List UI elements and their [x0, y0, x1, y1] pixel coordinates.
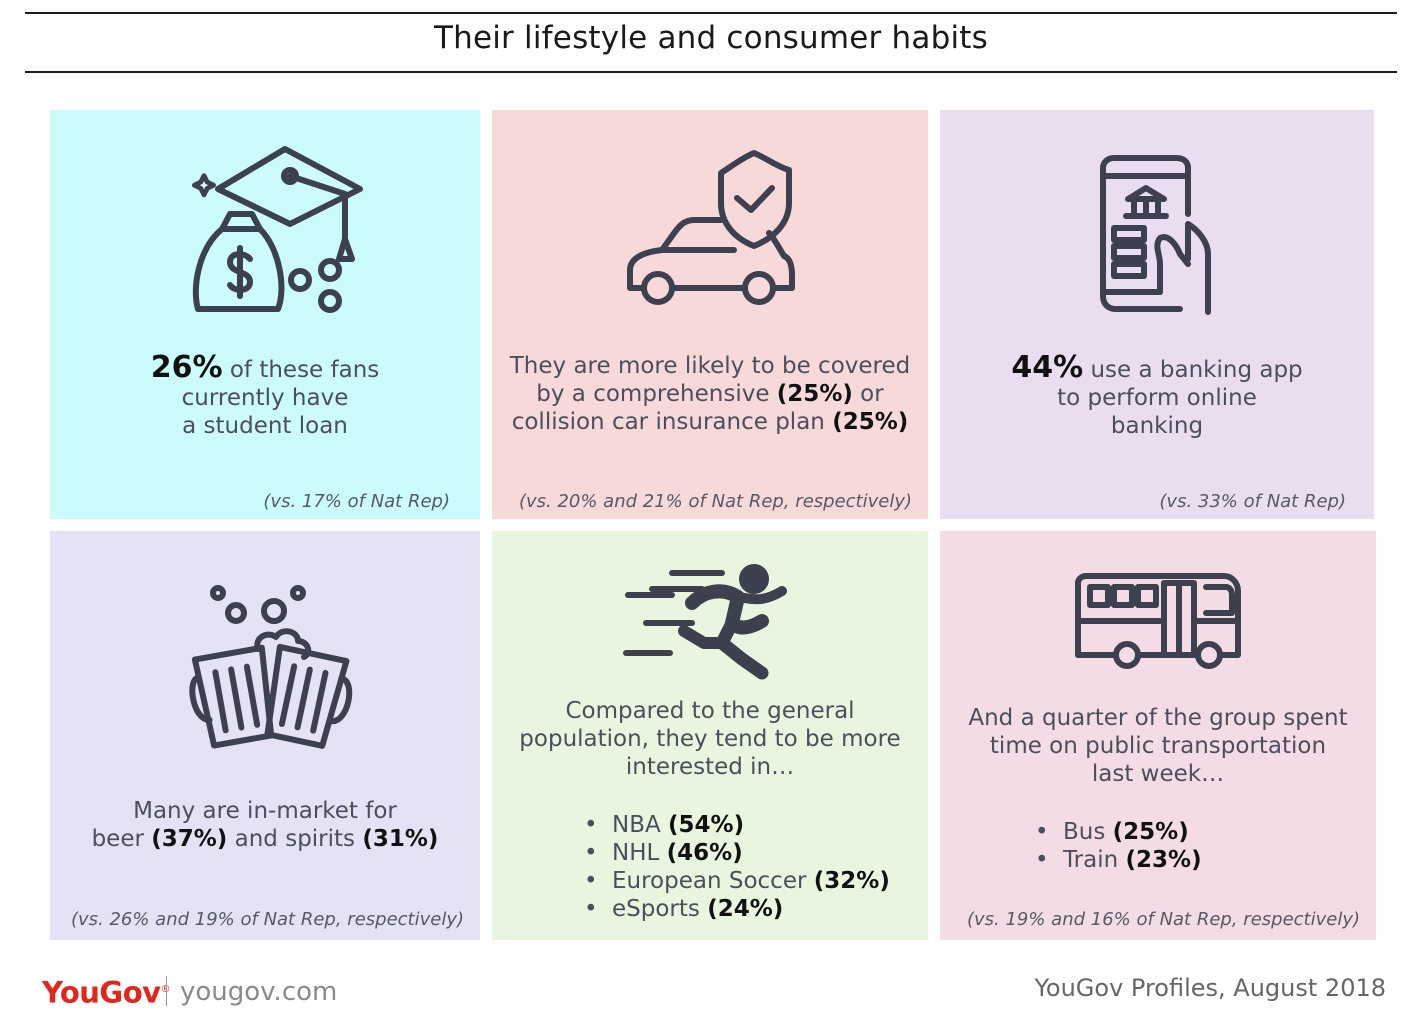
beer-mugs-icon: [188, 583, 358, 753]
graduation-money-bag-icon: [190, 144, 365, 316]
student-loan-text: 26% of these fans currently have a stude…: [150, 350, 380, 440]
car-insurance-text: They are more likely to be covered by a …: [509, 353, 911, 435]
footer-divider: [166, 976, 167, 1006]
mobile-banking-icon: [1098, 154, 1218, 316]
transport-note: (vs. 19% and 16% of Nat Rep, respectivel…: [966, 909, 1360, 930]
student-loan-note: (vs. 17% of Nat Rep): [263, 491, 450, 512]
list-item: Bus (25%): [1035, 818, 1202, 846]
card-sports: Compared to the general population, they…: [492, 531, 928, 940]
car-shield-icon: [624, 148, 799, 308]
banking-note: (vs. 33% of Nat Rep): [1159, 491, 1346, 512]
student-loan-stat: 26%: [150, 350, 223, 385]
beer-note: (vs. 26% and 19% of Nat Rep, respectivel…: [70, 909, 464, 930]
yougov-logo[interactable]: YouGov®: [42, 975, 171, 1010]
card-transport: And a quarter of the group spent time on…: [940, 531, 1376, 940]
transport-list: Bus (25%) Train (23%): [1035, 818, 1202, 874]
list-item: NHL (46%): [584, 839, 890, 867]
footer-url[interactable]: yougov.com: [180, 977, 338, 1007]
banking-stat: 44%: [1011, 350, 1084, 385]
beer-text: Many are in-market for beer (37%) and sp…: [91, 798, 439, 852]
top-rule: [25, 12, 1397, 14]
sports-list: NBA (54%) NHL (46%) European Soccer (32%…: [584, 811, 890, 923]
list-item: Train (23%): [1035, 846, 1202, 874]
transport-text: And a quarter of the group spent time on…: [968, 705, 1348, 787]
running-man-icon: [622, 561, 792, 681]
bus-icon: [1074, 573, 1242, 669]
car-insurance-note: (vs. 20% and 21% of Nat Rep, respectivel…: [518, 491, 912, 512]
card-banking: 44% use a banking app to perform online …: [940, 110, 1374, 519]
sports-text: Compared to the general population, they…: [519, 698, 901, 780]
card-car-insurance: They are more likely to be covered by a …: [492, 110, 928, 519]
card-student-loan: 26% of these fans currently have a stude…: [50, 110, 480, 519]
footer-source: YouGov Profiles, August 2018: [1034, 974, 1386, 1002]
list-item: NBA (54%): [584, 811, 890, 839]
title-underline: [25, 71, 1397, 73]
page-title: Their lifestyle and consumer habits: [433, 20, 988, 56]
list-item: eSports (24%): [584, 895, 890, 923]
card-beer: Many are in-market for beer (37%) and sp…: [50, 531, 480, 940]
banking-text: 44% use a banking app to perform online …: [1011, 350, 1303, 440]
list-item: European Soccer (32%): [584, 867, 890, 895]
